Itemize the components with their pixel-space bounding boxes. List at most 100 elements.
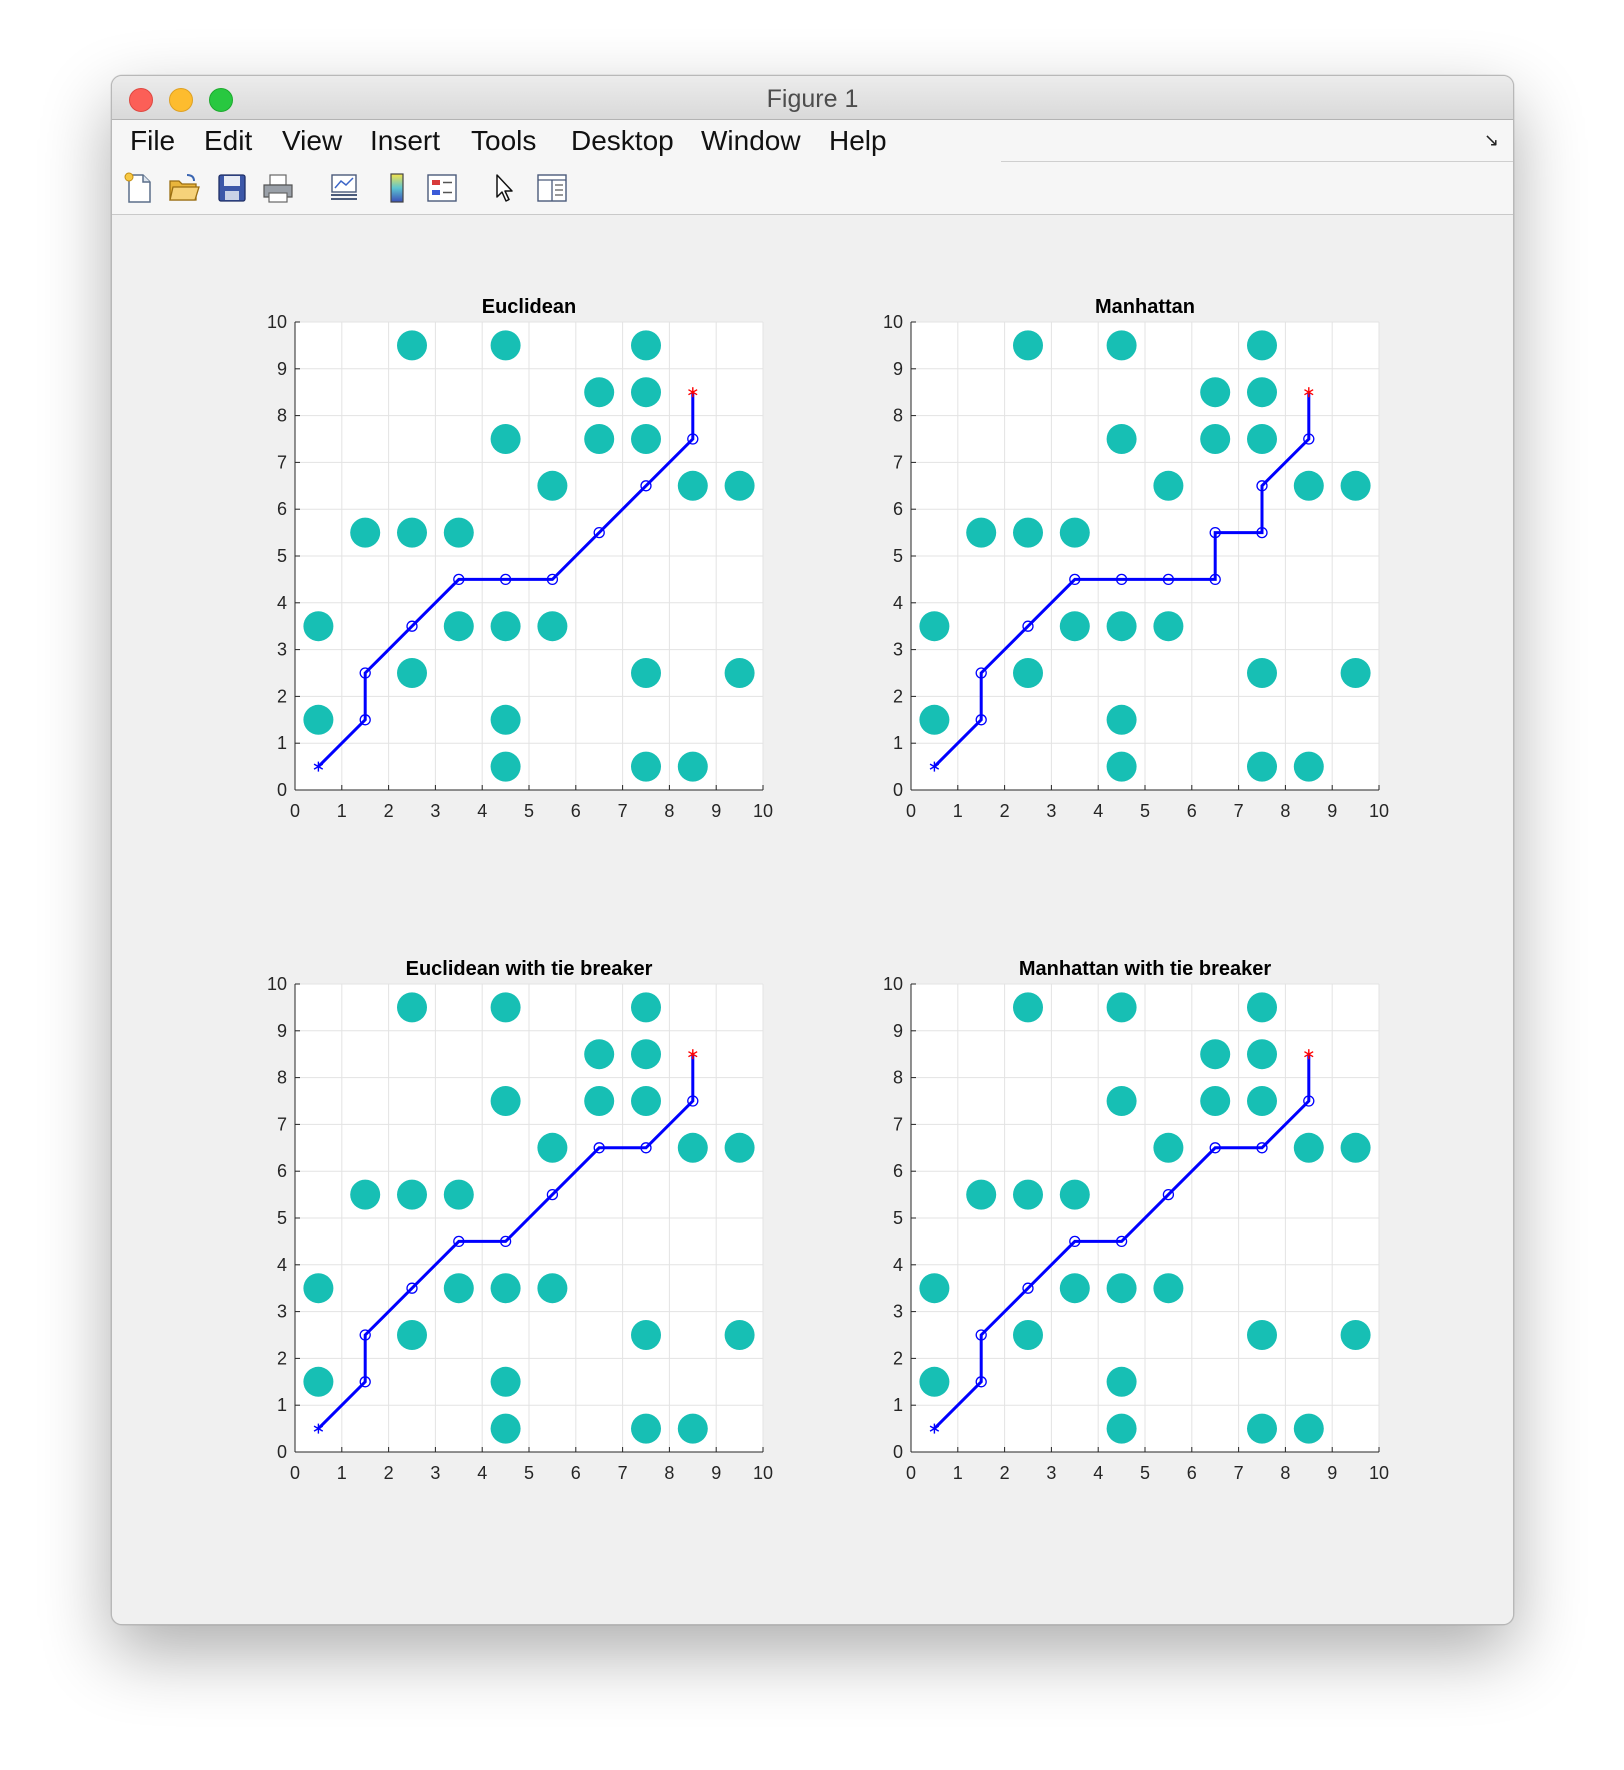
edit-plot-arrow-icon[interactable] bbox=[489, 171, 523, 205]
x-tick-label: 0 bbox=[906, 1463, 916, 1483]
y-tick-label: 5 bbox=[277, 1208, 287, 1228]
chart-title: Manhattan bbox=[1095, 296, 1195, 318]
close-window-button[interactable] bbox=[129, 88, 153, 112]
path-node-marker bbox=[1069, 1235, 1081, 1248]
menu-tools[interactable]: Tools bbox=[471, 125, 537, 156]
y-tick-label: 8 bbox=[893, 1068, 903, 1088]
path-node-marker bbox=[975, 1329, 987, 1341]
x-tick-label: 4 bbox=[1093, 801, 1103, 821]
asterisk-stroke bbox=[1304, 1051, 1314, 1058]
menu-insert[interactable]: Insert bbox=[370, 125, 441, 156]
link-plot-icon[interactable] bbox=[327, 171, 361, 205]
x-tick-label: 6 bbox=[1187, 1463, 1197, 1483]
menu-file[interactable]: File bbox=[130, 125, 176, 156]
path-node-marker bbox=[406, 620, 418, 632]
obstacle-marker bbox=[490, 424, 521, 454]
path-node-marker bbox=[1303, 433, 1315, 445]
axes-4[interactable]: 0 1 2 3 4 5 6 7 8 9 10 0 1 2 3 4 5 6 7 8 9 10 Manhattan with t… bbox=[883, 958, 1389, 1483]
menu-bar: File Edit View Insert Tools Desktop Wind… bbox=[112, 120, 1513, 162]
path-node-marker bbox=[406, 1282, 418, 1294]
property-inspector-icon[interactable] bbox=[535, 171, 569, 205]
path-node-marker bbox=[1022, 620, 1034, 632]
obstacle-marker bbox=[1247, 1320, 1277, 1350]
obstacle-marker bbox=[724, 470, 755, 501]
menu-desktop[interactable]: Desktop bbox=[571, 125, 674, 156]
path-node-marker bbox=[1115, 1235, 1128, 1248]
axes-2[interactable]: 0 1 2 3 4 5 6 7 8 9 10 0 1 2 3 4 5 6 7 8 9 10 Manhattan bbox=[883, 296, 1389, 821]
menu-edit[interactable]: Edit bbox=[204, 125, 253, 156]
obstacle-marker bbox=[1059, 611, 1090, 642]
obstacle-marker bbox=[584, 1086, 615, 1116]
y-tick-label: 0 bbox=[277, 780, 287, 800]
x-tick-label: 3 bbox=[430, 801, 440, 821]
path-node-marker bbox=[359, 667, 371, 679]
path-node-marker bbox=[1069, 573, 1081, 586]
insert-legend-icon[interactable] bbox=[425, 171, 459, 205]
save-icon[interactable] bbox=[215, 171, 249, 205]
title-bar[interactable]: Figure 1 bbox=[112, 76, 1513, 120]
x-tick-label: 1 bbox=[337, 801, 347, 821]
minimize-window-button[interactable] bbox=[169, 88, 193, 112]
y-tick-label: 10 bbox=[267, 974, 287, 994]
start-marker bbox=[313, 761, 324, 772]
menu-help[interactable]: Help bbox=[829, 125, 887, 156]
x-tick-label: 9 bbox=[1327, 801, 1337, 821]
y-tick-label: 4 bbox=[893, 1255, 903, 1275]
x-tick-label: 0 bbox=[290, 1463, 300, 1483]
axes-3[interactable]: 0 1 2 3 4 5 6 7 8 9 10 0 1 2 3 4 5 6 7 8 9 10 Euclidean with t… bbox=[267, 958, 773, 1483]
y-tick-label: 7 bbox=[277, 1114, 287, 1134]
x-tick-label: 1 bbox=[337, 1463, 347, 1483]
x-tick-label: 2 bbox=[1000, 801, 1010, 821]
obstacle-marker bbox=[1059, 1273, 1090, 1304]
y-tick-label: 7 bbox=[893, 452, 903, 472]
menu-window[interactable]: Window bbox=[701, 125, 801, 156]
x-tick-label: 0 bbox=[290, 801, 300, 821]
obstacle-marker bbox=[1013, 658, 1043, 688]
goal-marker bbox=[1304, 1049, 1314, 1060]
obstacle-marker bbox=[1106, 1273, 1137, 1304]
obstacle-marker bbox=[1293, 1413, 1324, 1444]
open-file-icon[interactable] bbox=[167, 171, 201, 205]
obstacle-marker bbox=[490, 1273, 521, 1304]
obstacle-marker bbox=[397, 992, 427, 1023]
obstacle-marker bbox=[584, 424, 615, 454]
obstacle-marker bbox=[1200, 424, 1231, 454]
y-tick-label: 1 bbox=[893, 733, 903, 753]
obstacle-marker bbox=[1247, 377, 1277, 408]
obstacle-marker bbox=[1340, 1320, 1371, 1350]
chart-title: Euclidean with tie breaker bbox=[406, 958, 653, 980]
obstacle-marker bbox=[631, 1039, 661, 1070]
y-tick-label: 1 bbox=[277, 733, 287, 753]
obstacle-marker bbox=[631, 751, 661, 782]
x-tick-label: 7 bbox=[618, 1463, 628, 1483]
obstacle-marker bbox=[1200, 1086, 1231, 1116]
path-line bbox=[317, 392, 695, 768]
new-figure-icon[interactable] bbox=[122, 171, 156, 205]
obstacle-marker bbox=[397, 1179, 427, 1210]
obstacle-marker bbox=[1293, 751, 1324, 782]
path-node-marker bbox=[687, 433, 699, 445]
path-node-marker bbox=[593, 1142, 605, 1154]
y-tick-label: 6 bbox=[893, 499, 903, 519]
insert-colorbar-icon[interactable] bbox=[380, 171, 414, 205]
goal-marker bbox=[688, 387, 698, 398]
x-tick-label: 10 bbox=[1369, 801, 1389, 821]
x-tick-label: 6 bbox=[571, 801, 581, 821]
obstacle-marker bbox=[919, 1366, 950, 1397]
path-node-marker bbox=[975, 1376, 987, 1388]
start-marker bbox=[929, 1423, 940, 1434]
x-tick-label: 7 bbox=[1234, 1463, 1244, 1483]
print-icon[interactable] bbox=[261, 171, 295, 205]
obstacle-marker bbox=[350, 1179, 381, 1210]
menu-view[interactable]: View bbox=[282, 125, 343, 156]
obstacle-marker bbox=[1340, 658, 1371, 688]
dock-figure-icon[interactable]: ↘ bbox=[1483, 130, 1499, 150]
obstacle-marker bbox=[1293, 1132, 1324, 1163]
obstacle-marker bbox=[397, 1320, 427, 1350]
x-tick-label: 9 bbox=[711, 1463, 721, 1483]
obstacle-marker bbox=[1059, 517, 1090, 548]
zoom-window-button[interactable] bbox=[209, 88, 233, 112]
obstacle-marker bbox=[724, 1132, 755, 1163]
axes-1[interactable]: 0 1 2 3 4 5 6 7 8 9 10 0 1 2 3 4 5 6 7 8 9 10 Euclidean bbox=[267, 296, 773, 821]
